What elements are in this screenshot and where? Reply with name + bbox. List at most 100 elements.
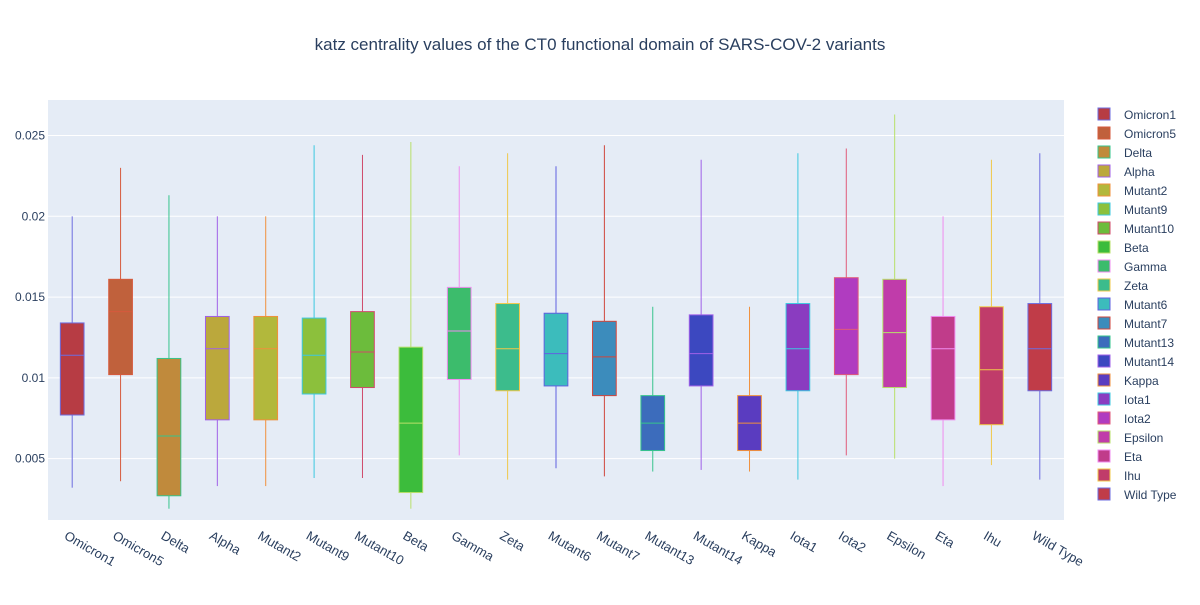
box-beta: [398, 142, 424, 509]
legend-swatch: [1097, 202, 1111, 216]
legend-item: Iota2: [1097, 411, 1151, 426]
legend-item: Wild Type: [1097, 487, 1177, 502]
legend-label: Gamma: [1124, 260, 1167, 274]
box-body: [253, 315, 279, 421]
box-delta: [156, 195, 182, 509]
legend-swatch: [1097, 240, 1111, 254]
box-omicron1: [59, 216, 85, 488]
legend-label: Mutant13: [1124, 336, 1174, 350]
legend-item: Ihu: [1097, 468, 1141, 483]
box-iota2: [833, 148, 859, 456]
legend: Omicron1 Omicron5 Delta Alpha Mutant2 Mutant9…: [1097, 107, 1177, 502]
y-axis: 0.005 0.01 0.015 0.02 0.025: [15, 129, 45, 466]
box-body: [398, 346, 424, 494]
box-series: [59, 114, 1053, 509]
box-body: [688, 314, 714, 387]
legend-label: Mutant2: [1124, 184, 1168, 198]
legend-item: Mutant9: [1097, 202, 1168, 217]
legend-item: Eta: [1097, 449, 1142, 464]
y-tick-label: 0.005: [15, 452, 45, 466]
legend-label: Mutant14: [1124, 355, 1174, 369]
legend-label: Mutant6: [1124, 298, 1168, 312]
legend-swatch: [1097, 221, 1111, 235]
legend-label: Omicron5: [1124, 127, 1176, 141]
legend-label: Kappa: [1124, 374, 1159, 388]
box-mutant7: [592, 145, 617, 477]
box-body: [301, 317, 327, 395]
legend-swatch: [1097, 335, 1111, 349]
legend-label: Omicron1: [1124, 108, 1176, 122]
legend-swatch: [1097, 145, 1111, 159]
y-tick-label: 0.02: [22, 209, 46, 223]
y-tick-label: 0.025: [15, 129, 45, 143]
legend-item: Delta: [1097, 145, 1152, 160]
legend-item: Mutant10: [1097, 221, 1174, 236]
box-zeta: [495, 153, 520, 480]
chart-title: katz centrality values of the CT0 functi…: [315, 35, 886, 54]
legend-swatch: [1097, 183, 1111, 197]
box-mutant10: [350, 154, 375, 478]
legend-swatch: [1097, 487, 1111, 501]
legend-swatch: [1097, 126, 1111, 140]
legend-label: Ihu: [1124, 469, 1141, 483]
legend-swatch: [1097, 373, 1111, 387]
box-gamma: [446, 166, 472, 456]
legend-item: Epsilon: [1097, 430, 1163, 445]
box-body: [350, 311, 375, 389]
legend-label: Iota1: [1124, 393, 1151, 407]
box-omicron5: [108, 167, 133, 482]
legend-swatch: [1097, 411, 1111, 425]
box-body: [446, 286, 472, 380]
legend-label: Iota2: [1124, 412, 1151, 426]
box-mutant2: [253, 216, 279, 487]
legend-swatch: [1097, 107, 1111, 121]
legend-swatch: [1097, 392, 1111, 406]
legend-item: Omicron1: [1097, 107, 1176, 122]
legend-item: Mutant7: [1097, 316, 1168, 331]
box-mutant14: [688, 159, 714, 470]
legend-item: Omicron5: [1097, 126, 1176, 141]
box-body: [833, 277, 859, 376]
legend-item: Gamma: [1097, 259, 1167, 274]
box-body: [156, 357, 182, 497]
legend-swatch: [1097, 297, 1111, 311]
box-body: [785, 303, 811, 392]
box-body: [108, 278, 133, 376]
box-body: [204, 315, 230, 421]
box-mutant13: [640, 306, 666, 472]
legend-swatch: [1097, 278, 1111, 292]
box-body: [592, 320, 617, 397]
legend-swatch: [1097, 259, 1111, 273]
y-tick-label: 0.01: [22, 371, 46, 385]
y-tick-label: 0.015: [15, 290, 45, 304]
box-wild-type: [1027, 153, 1053, 480]
legend-label: Delta: [1124, 146, 1152, 160]
legend-label: Epsilon: [1124, 431, 1163, 445]
legend-swatch: [1097, 164, 1111, 178]
legend-swatch: [1097, 468, 1111, 482]
legend-item: Zeta: [1097, 278, 1148, 293]
box-body: [979, 306, 1004, 426]
box-body: [495, 303, 520, 392]
box-body: [59, 322, 85, 416]
legend-item: Mutant14: [1097, 354, 1174, 369]
box-mutant9: [301, 145, 327, 478]
box-body: [930, 315, 956, 421]
legend-swatch: [1097, 354, 1111, 368]
legend-item: Alpha: [1097, 164, 1155, 179]
box-body: [1027, 303, 1053, 392]
box-iota1: [785, 153, 811, 480]
legend-label: Mutant7: [1124, 317, 1168, 331]
legend-item: Mutant2: [1097, 183, 1168, 198]
legend-label: Eta: [1124, 450, 1142, 464]
box-epsilon: [882, 114, 908, 459]
box-body: [543, 312, 569, 387]
legend-item: Iota1: [1097, 392, 1151, 407]
legend-label: Alpha: [1124, 165, 1155, 179]
legend-label: Beta: [1124, 241, 1149, 255]
legend-swatch: [1097, 430, 1111, 444]
box-eta: [930, 216, 956, 487]
box-mutant6: [543, 166, 569, 469]
